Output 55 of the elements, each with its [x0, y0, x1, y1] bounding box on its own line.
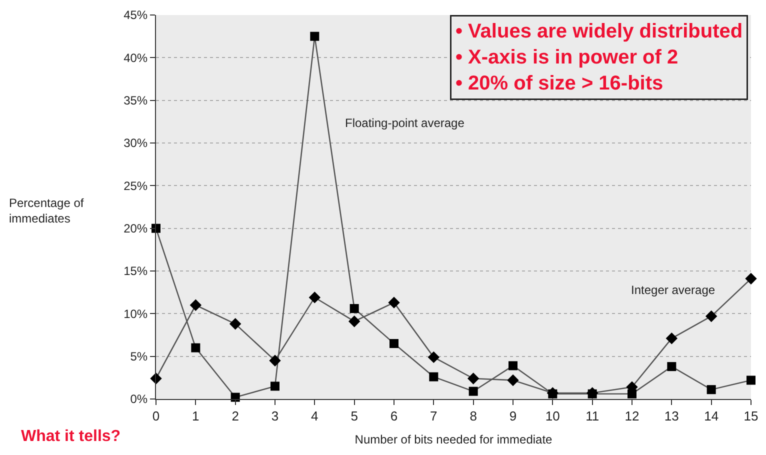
- point: [350, 304, 359, 314]
- point: [428, 351, 440, 364]
- x-axis-title: Number of bits needed for immediate: [354, 432, 553, 446]
- point: [667, 362, 676, 372]
- y-axis-title: Percentage of immediates: [9, 196, 84, 226]
- point: [429, 372, 438, 382]
- point: [390, 339, 398, 348]
- point: [508, 361, 518, 370]
- point: [705, 310, 718, 322]
- point: [310, 32, 320, 41]
- y-tick-label: 5%: [130, 350, 148, 364]
- x-tick-label: 14: [704, 408, 719, 424]
- point: [229, 318, 242, 330]
- x-tick-label: 12: [624, 408, 640, 424]
- point: [270, 382, 280, 391]
- point: [467, 372, 480, 384]
- x-tick-label: 7: [430, 408, 438, 424]
- point: [191, 343, 200, 352]
- x-tick-label: 2: [232, 408, 239, 424]
- point: [507, 374, 519, 386]
- y-tick-label: 25%: [124, 178, 148, 193]
- y-tick-label: 35%: [124, 94, 148, 108]
- y-tick-label: 10%: [124, 306, 148, 321]
- y-tick-label: 30%: [124, 136, 148, 150]
- x-tick-label: 13: [664, 408, 679, 424]
- y-tick-label: 40%: [124, 50, 148, 65]
- text: What it tells?: [21, 428, 121, 445]
- y-tick-label: 0%: [130, 392, 148, 406]
- x-tick-label: 9: [509, 408, 517, 424]
- x-tick-label: 3: [271, 408, 279, 424]
- x-tick-label: 1: [192, 408, 200, 424]
- x-tick-label: 10: [545, 408, 560, 424]
- x-tick-label: 0: [152, 408, 160, 424]
- x-tick-label: 4: [311, 408, 318, 424]
- point: [666, 332, 678, 344]
- point: [190, 299, 202, 311]
- point: [468, 386, 478, 396]
- point: [308, 292, 321, 304]
- annotation: • Values are widely distributed • X-axis is in power of 2 • 20% of size > 16-bits: [456, 20, 743, 94]
- point: [746, 376, 756, 385]
- point: [388, 296, 400, 308]
- point: [348, 316, 360, 328]
- series-label: Integer average: [631, 283, 716, 297]
- y-tick-label: 15%: [124, 264, 148, 278]
- y-tick-label: 20%: [124, 222, 148, 236]
- y-tick-label: 45%: [124, 8, 148, 22]
- point: [745, 272, 757, 285]
- x-tick-label: 15: [744, 408, 758, 424]
- point: [269, 354, 281, 366]
- x-tick-label: 8: [470, 408, 477, 424]
- series-label: Floating-point average: [345, 116, 465, 130]
- point: [706, 385, 716, 394]
- x-tick-label: 5: [350, 408, 358, 424]
- x-tick-label: 11: [586, 408, 600, 424]
- x-tick-label: 6: [390, 408, 398, 424]
